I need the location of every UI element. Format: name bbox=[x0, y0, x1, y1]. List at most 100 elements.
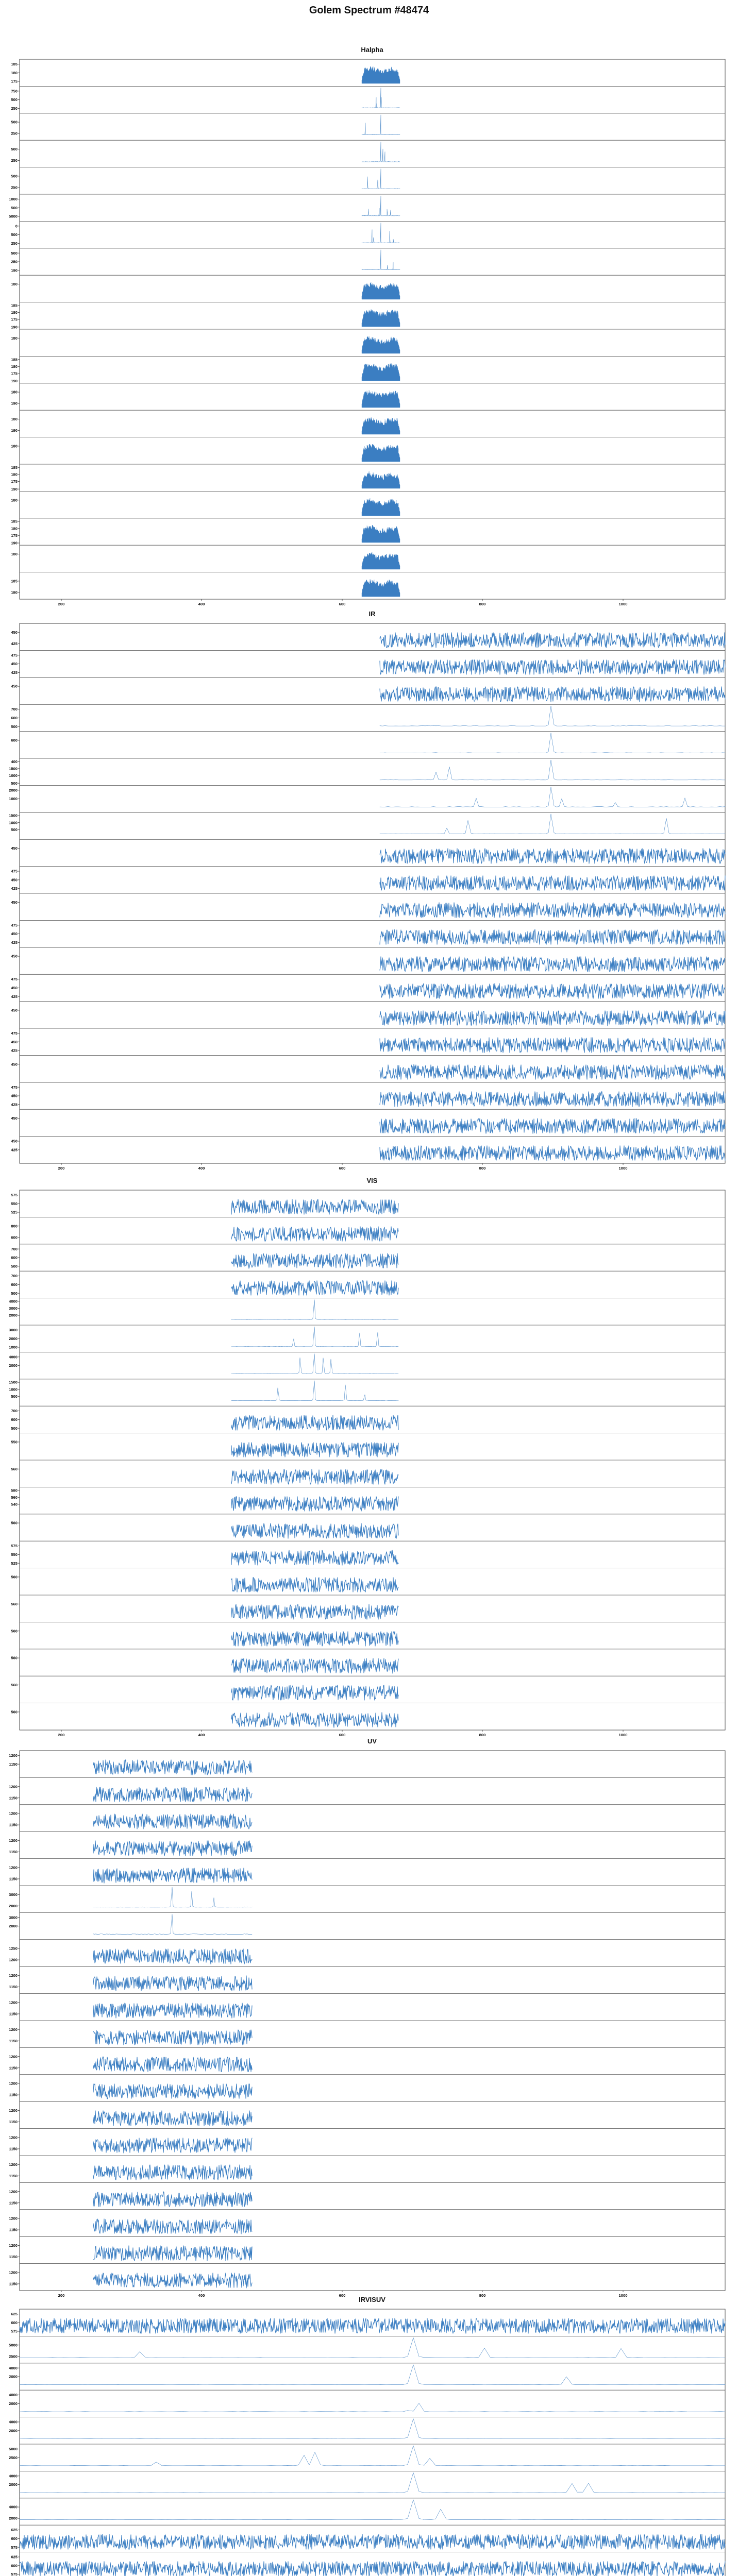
svg-text:800: 800 bbox=[479, 602, 486, 606]
svg-text:175: 175 bbox=[11, 533, 18, 538]
svg-text:800: 800 bbox=[479, 2293, 486, 2298]
svg-text:2000: 2000 bbox=[9, 2428, 18, 2433]
svg-text:600: 600 bbox=[339, 1733, 346, 1737]
svg-text:2000: 2000 bbox=[9, 788, 18, 792]
svg-text:575: 575 bbox=[11, 2572, 18, 2576]
svg-text:185: 185 bbox=[11, 465, 18, 470]
svg-text:500: 500 bbox=[11, 827, 18, 832]
svg-text:600: 600 bbox=[11, 716, 18, 720]
svg-text:700: 700 bbox=[11, 707, 18, 711]
svg-text:500: 500 bbox=[11, 206, 18, 210]
svg-text:475: 475 bbox=[11, 923, 18, 927]
svg-text:1000: 1000 bbox=[619, 602, 628, 606]
svg-text:1200: 1200 bbox=[9, 1784, 18, 1789]
svg-text:2000: 2000 bbox=[9, 1313, 18, 1318]
svg-text:400: 400 bbox=[198, 1733, 205, 1737]
svg-text:1000: 1000 bbox=[9, 796, 18, 801]
svg-text:4000: 4000 bbox=[9, 2505, 18, 2510]
svg-text:450: 450 bbox=[11, 877, 18, 882]
svg-text:625: 625 bbox=[11, 2528, 18, 2532]
svg-text:1150: 1150 bbox=[9, 1877, 18, 1882]
svg-text:2000: 2000 bbox=[9, 2516, 18, 2521]
svg-text:1200: 1200 bbox=[9, 2136, 18, 2140]
svg-text:500: 500 bbox=[11, 251, 18, 256]
svg-text:180: 180 bbox=[11, 364, 18, 369]
svg-text:425: 425 bbox=[11, 1147, 18, 1152]
svg-text:560: 560 bbox=[11, 1683, 18, 1687]
svg-text:1000: 1000 bbox=[9, 197, 18, 201]
svg-text:2000: 2000 bbox=[9, 2375, 18, 2379]
svg-text:190: 190 bbox=[11, 541, 18, 546]
svg-text:1200: 1200 bbox=[9, 2270, 18, 2275]
svg-text:600: 600 bbox=[11, 1235, 18, 1240]
svg-text:625: 625 bbox=[11, 2555, 18, 2560]
svg-text:190: 190 bbox=[11, 487, 18, 492]
svg-text:560: 560 bbox=[11, 1575, 18, 1580]
svg-text:180: 180 bbox=[11, 310, 18, 315]
svg-text:1200: 1200 bbox=[9, 1958, 18, 1962]
svg-text:3000: 3000 bbox=[9, 1915, 18, 1920]
svg-text:2500: 2500 bbox=[9, 2455, 18, 2460]
svg-text:450: 450 bbox=[11, 846, 18, 851]
svg-text:1150: 1150 bbox=[9, 2147, 18, 2151]
svg-text:180: 180 bbox=[11, 552, 18, 556]
svg-text:250: 250 bbox=[11, 185, 18, 190]
svg-text:175: 175 bbox=[11, 79, 18, 84]
svg-text:500: 500 bbox=[11, 120, 18, 125]
svg-text:560: 560 bbox=[11, 1521, 18, 1526]
svg-text:1200: 1200 bbox=[9, 1866, 18, 1870]
svg-text:2500: 2500 bbox=[9, 2354, 18, 2359]
svg-text:575: 575 bbox=[11, 1544, 18, 1548]
svg-text:1150: 1150 bbox=[9, 2012, 18, 2016]
svg-text:575: 575 bbox=[11, 2329, 18, 2334]
svg-text:450: 450 bbox=[11, 1040, 18, 1044]
svg-text:525: 525 bbox=[11, 1210, 18, 1215]
svg-text:4000: 4000 bbox=[9, 1299, 18, 1304]
svg-text:1150: 1150 bbox=[9, 1795, 18, 1800]
svg-text:1200: 1200 bbox=[9, 2243, 18, 2248]
svg-text:175: 175 bbox=[11, 371, 18, 376]
svg-text:4000: 4000 bbox=[9, 2393, 18, 2397]
svg-text:575: 575 bbox=[11, 1193, 18, 1197]
svg-text:625: 625 bbox=[11, 2312, 18, 2316]
svg-text:185: 185 bbox=[11, 579, 18, 584]
svg-text:450: 450 bbox=[11, 630, 18, 635]
svg-text:540: 540 bbox=[11, 1502, 18, 1507]
svg-text:1500: 1500 bbox=[9, 1380, 18, 1385]
svg-text:250: 250 bbox=[11, 241, 18, 246]
svg-text:180: 180 bbox=[11, 444, 18, 449]
svg-text:1500: 1500 bbox=[9, 767, 18, 771]
svg-text:450: 450 bbox=[11, 1062, 18, 1066]
svg-text:1150: 1150 bbox=[9, 1850, 18, 1854]
svg-text:500: 500 bbox=[11, 781, 18, 786]
svg-text:600: 600 bbox=[11, 738, 18, 743]
svg-text:500: 500 bbox=[11, 1394, 18, 1399]
svg-text:580: 580 bbox=[11, 1488, 18, 1493]
svg-text:5000: 5000 bbox=[9, 2343, 18, 2347]
svg-text:425: 425 bbox=[11, 670, 18, 675]
svg-text:475: 475 bbox=[11, 869, 18, 874]
svg-text:450: 450 bbox=[11, 900, 18, 905]
svg-text:425: 425 bbox=[11, 994, 18, 999]
svg-text:1000: 1000 bbox=[9, 820, 18, 825]
svg-text:450: 450 bbox=[11, 1094, 18, 1098]
svg-text:1200: 1200 bbox=[9, 1838, 18, 1843]
svg-text:250: 250 bbox=[11, 260, 18, 264]
svg-text:2000: 2000 bbox=[9, 1904, 18, 1908]
svg-text:800: 800 bbox=[479, 1733, 486, 1737]
svg-text:700: 700 bbox=[11, 1247, 18, 1251]
svg-text:200: 200 bbox=[58, 1166, 65, 1171]
svg-text:3000: 3000 bbox=[9, 1328, 18, 1332]
svg-text:450: 450 bbox=[11, 1116, 18, 1121]
svg-text:475: 475 bbox=[11, 1031, 18, 1036]
svg-text:5000: 5000 bbox=[9, 214, 18, 219]
svg-text:1200: 1200 bbox=[9, 2027, 18, 2032]
svg-text:425: 425 bbox=[11, 641, 18, 646]
svg-text:1500: 1500 bbox=[9, 814, 18, 818]
svg-text:1200: 1200 bbox=[9, 2081, 18, 2086]
svg-text:1150: 1150 bbox=[9, 2120, 18, 2124]
svg-text:180: 180 bbox=[11, 336, 18, 341]
svg-text:1200: 1200 bbox=[9, 2108, 18, 2113]
svg-text:180: 180 bbox=[11, 390, 18, 395]
svg-text:1150: 1150 bbox=[9, 2093, 18, 2097]
